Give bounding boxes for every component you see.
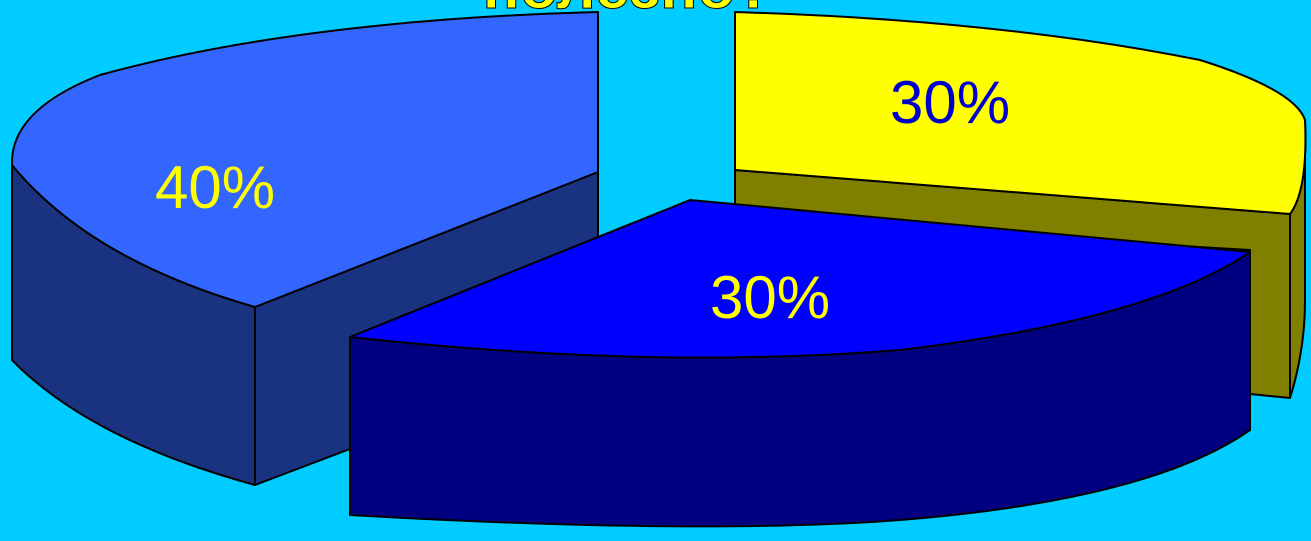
pie-slice-30-yellow (734, 11, 1307, 215)
slice-group-40: 40% (10, 11, 599, 486)
pie-slice-40-label: 40% (155, 154, 275, 221)
pie-slice-30-yellow-label: 30% (890, 69, 1010, 136)
pie-slice-30-blue-label: 30% (710, 264, 830, 331)
slice-group-30-blue: 30% (349, 199, 1251, 528)
pie-slice-40 (10, 11, 599, 308)
pie-slice-30-blue (349, 199, 1251, 359)
